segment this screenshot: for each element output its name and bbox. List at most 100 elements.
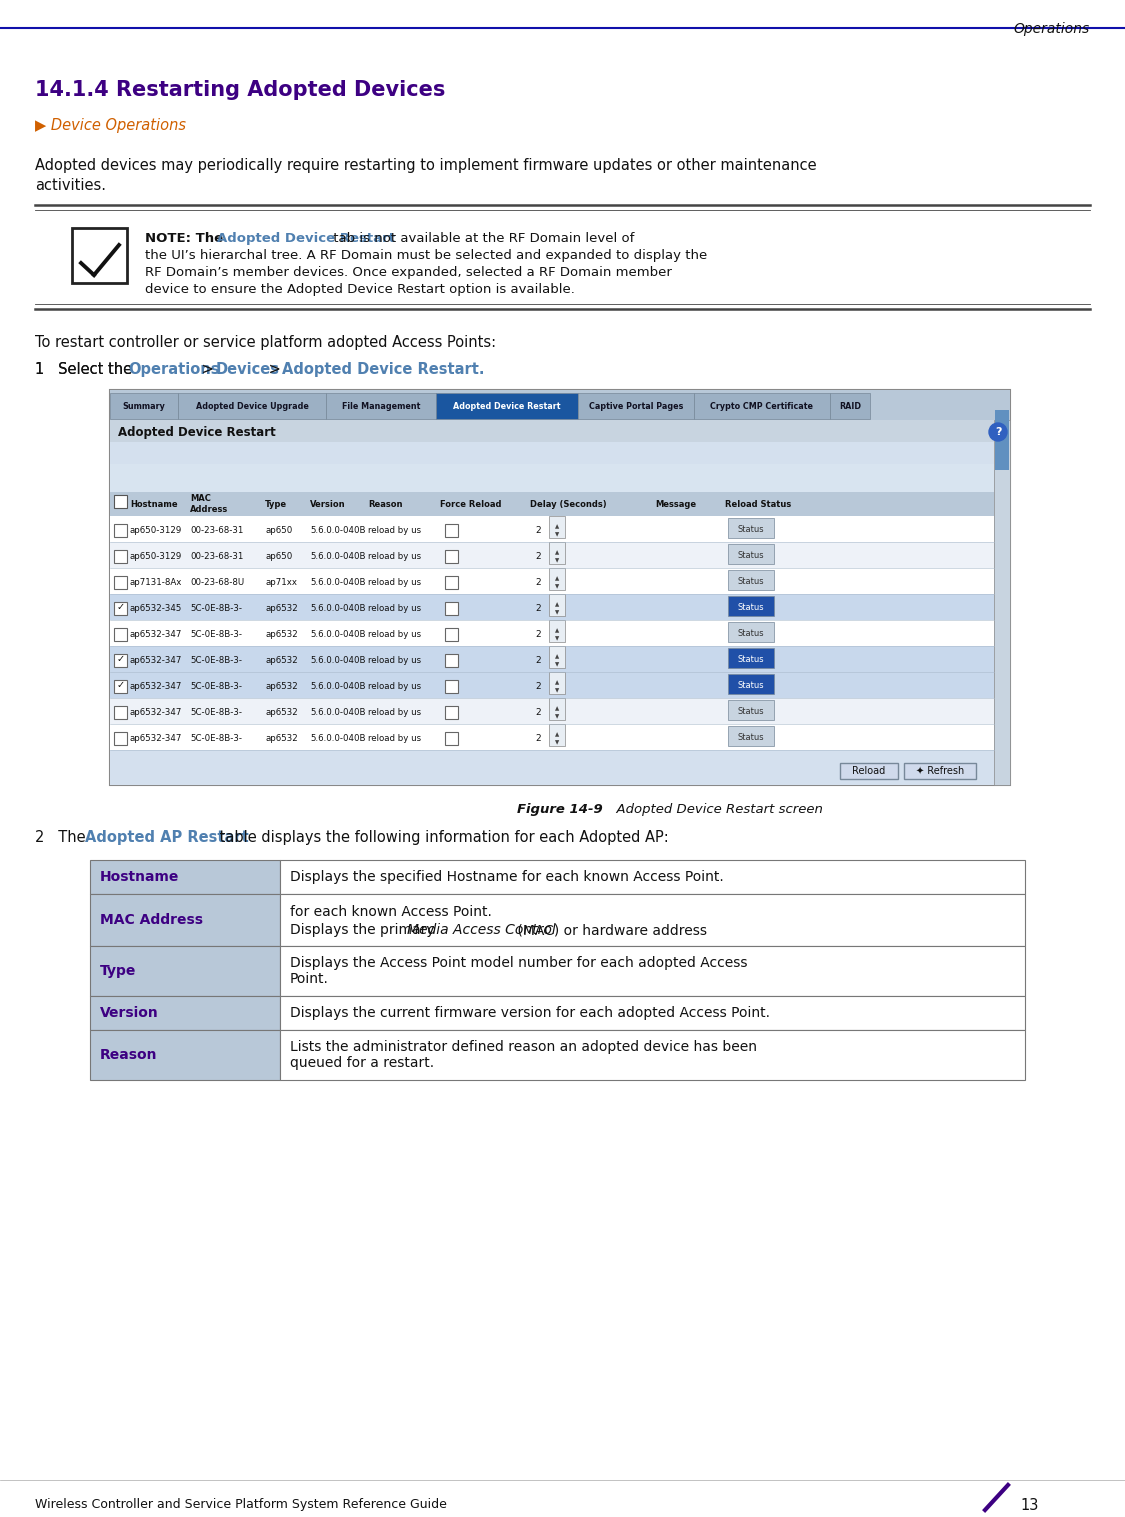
Bar [446, 654, 458, 667]
Text: Figure 14-9: Figure 14-9 [518, 802, 603, 816]
Text: ▲: ▲ [555, 576, 559, 581]
Text: Status: Status [738, 707, 764, 716]
Bar [549, 646, 565, 667]
Text: ap6532-347: ap6532-347 [130, 681, 182, 690]
Text: 2: 2 [536, 552, 541, 560]
Bar [549, 724, 565, 746]
Bar [280, 860, 1025, 894]
Text: ▼: ▼ [555, 689, 559, 693]
Text: reload by us: reload by us [368, 655, 421, 664]
Text: 5C-0E-8B-3-: 5C-0E-8B-3- [190, 655, 242, 664]
Text: Status: Status [738, 654, 764, 663]
Text: Summary: Summary [123, 402, 165, 411]
Text: Reload: Reload [853, 766, 885, 777]
Bar [110, 620, 994, 646]
Text: 5C-0E-8B-3-: 5C-0E-8B-3- [190, 604, 242, 613]
Bar [728, 674, 774, 693]
Text: ▲: ▲ [555, 733, 559, 737]
Text: activities.: activities. [35, 177, 106, 193]
Text: 2: 2 [536, 604, 541, 613]
Text: ▲: ▲ [555, 681, 559, 686]
Text: ap6532-347: ap6532-347 [130, 707, 182, 716]
Bar [110, 595, 994, 620]
Bar [110, 393, 178, 419]
Text: ✦ Refresh: ✦ Refresh [916, 766, 964, 777]
Text: device to ensure the Adopted Device Restart option is available.: device to ensure the Adopted Device Rest… [145, 284, 575, 296]
Bar [114, 523, 127, 537]
Text: reload by us: reload by us [368, 552, 421, 560]
Bar [728, 699, 774, 721]
Text: 5.6.0.0-040B: 5.6.0.0-040B [310, 578, 366, 587]
Text: ap6532: ap6532 [266, 604, 298, 613]
Text: ap6532: ap6532 [266, 734, 298, 742]
Bar [728, 517, 774, 539]
Text: File Management: File Management [342, 402, 421, 411]
Text: ✓: ✓ [117, 602, 125, 611]
Text: ap6532: ap6532 [266, 681, 298, 690]
Bar [110, 390, 1010, 784]
Bar [728, 648, 774, 667]
Bar [110, 516, 994, 542]
Text: 2: 2 [536, 630, 541, 639]
Text: ✓: ✓ [117, 654, 125, 664]
Bar [110, 492, 994, 516]
Text: 2: 2 [536, 707, 541, 716]
Text: ap6532-347: ap6532-347 [130, 734, 182, 742]
Bar [110, 542, 994, 567]
Text: Message: Message [655, 499, 696, 508]
Bar [114, 551, 127, 563]
Text: ▼: ▼ [555, 532, 559, 537]
Bar [446, 576, 458, 589]
Text: ▼: ▼ [555, 610, 559, 616]
Bar [446, 602, 458, 614]
Text: 00-23-68-31: 00-23-68-31 [190, 525, 243, 534]
Bar [90, 860, 280, 894]
Text: 13: 13 [1020, 1497, 1038, 1512]
Bar [110, 464, 994, 492]
Text: Displays the Access Point model number for each adopted Access
Point.: Displays the Access Point model number f… [290, 956, 747, 986]
Text: 2   The: 2 The [35, 830, 90, 845]
Bar [90, 894, 280, 947]
Text: for each known Access Point.: for each known Access Point. [290, 906, 492, 919]
Bar [446, 523, 458, 537]
Text: Operations: Operations [1014, 23, 1090, 36]
Text: ap650: ap650 [266, 552, 292, 560]
Text: MAC
Address: MAC Address [190, 495, 228, 514]
Text: Operations: Operations [128, 363, 219, 378]
Text: ap6532: ap6532 [266, 655, 298, 664]
Text: Crypto CMP Certificate: Crypto CMP Certificate [711, 402, 813, 411]
Text: ▼: ▼ [555, 663, 559, 667]
Text: ▶ Device Operations: ▶ Device Operations [35, 118, 186, 133]
Text: 2: 2 [536, 734, 541, 742]
Text: Adopted Device Restart.: Adopted Device Restart. [282, 363, 485, 378]
Text: ap6532: ap6532 [266, 707, 298, 716]
Bar [446, 680, 458, 693]
Text: Delay (Seconds): Delay (Seconds) [530, 499, 606, 508]
Text: reload by us: reload by us [368, 734, 421, 742]
Bar [110, 646, 994, 672]
Text: 00-23-68-31: 00-23-68-31 [190, 552, 243, 560]
Bar [446, 705, 458, 719]
Text: ▲: ▲ [555, 654, 559, 660]
Bar [110, 672, 994, 698]
Text: MAC Address: MAC Address [100, 913, 202, 927]
Bar [90, 947, 280, 997]
Bar [549, 620, 565, 642]
Bar [90, 997, 280, 1030]
Bar [280, 1030, 1025, 1080]
Text: Reload Status: Reload Status [724, 499, 791, 508]
Text: Status: Status [738, 551, 764, 560]
Text: Adopted AP Restart: Adopted AP Restart [86, 830, 249, 845]
Bar [446, 628, 458, 642]
Text: NOTE: The: NOTE: The [145, 232, 227, 246]
Text: 14.1.4 Restarting Adopted Devices: 14.1.4 Restarting Adopted Devices [35, 80, 446, 100]
Bar [728, 622, 774, 642]
Bar [110, 724, 994, 749]
Text: ▲: ▲ [555, 551, 559, 555]
Text: Reason: Reason [368, 499, 403, 508]
Text: Status: Status [738, 681, 764, 690]
Bar [728, 596, 774, 616]
Text: reload by us: reload by us [368, 681, 421, 690]
Text: 5C-0E-8B-3-: 5C-0E-8B-3- [190, 630, 242, 639]
Text: 5.6.0.0-040B: 5.6.0.0-040B [310, 734, 366, 742]
